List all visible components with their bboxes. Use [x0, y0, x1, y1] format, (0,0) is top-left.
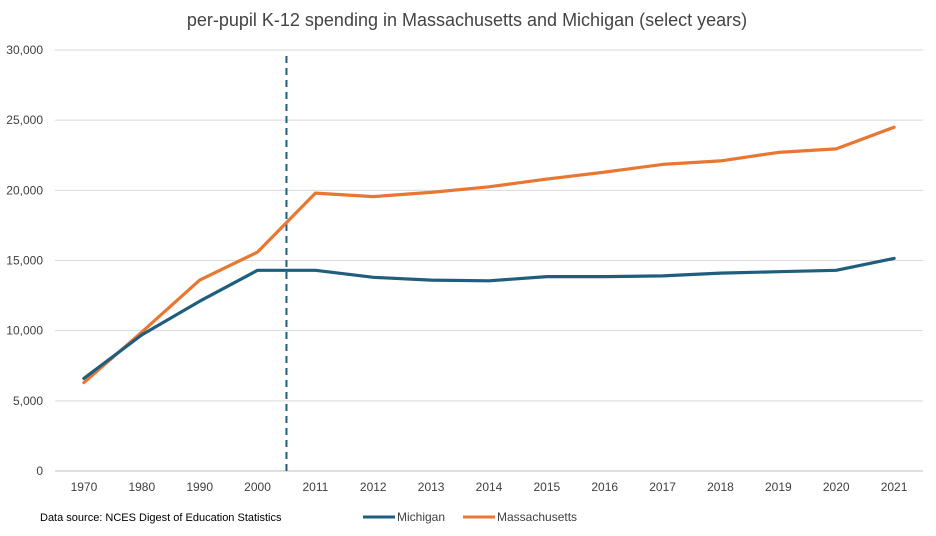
x-tick-label: 2011 — [302, 480, 328, 494]
x-tick-label: 2014 — [476, 480, 503, 494]
legend-label-massachusetts: Massachusetts — [497, 510, 577, 524]
x-tick-label: 2019 — [765, 480, 792, 494]
y-tick-label: 30,000 — [6, 43, 43, 57]
series-line-michigan — [82, 256, 896, 380]
legend-label-michigan: Michigan — [397, 510, 445, 524]
y-axis-ticks: 0 5,000 10,000 15,000 20,000 25,000 30,000 — [6, 43, 43, 478]
series-lines — [82, 125, 896, 385]
y-tick-label: 0 — [36, 464, 43, 478]
x-tick-label: 2018 — [707, 480, 734, 494]
x-tick-label: 2013 — [418, 480, 445, 494]
chart-title: per-pupil K-12 spending in Massachusetts… — [187, 10, 747, 30]
y-tick-label: 5,000 — [13, 394, 43, 408]
y-tick-label: 15,000 — [6, 254, 43, 268]
y-tick-label: 25,000 — [6, 113, 43, 127]
x-tick-label: 2012 — [360, 480, 387, 494]
gridlines — [55, 49, 923, 472]
x-tick-label: 2000 — [244, 480, 271, 494]
x-tick-label: 2016 — [591, 480, 618, 494]
x-tick-label: 2021 — [881, 480, 908, 494]
x-tick-label: 2015 — [534, 480, 561, 494]
x-tick-label: 1970 — [71, 480, 98, 494]
y-tick-label: 20,000 — [6, 183, 43, 197]
x-tick-label: 1990 — [186, 480, 213, 494]
x-tick-label: 1980 — [128, 480, 155, 494]
x-tick-label: 2017 — [649, 480, 676, 494]
source-note: Data source: NCES Digest of Education St… — [40, 512, 282, 524]
series-line-massachusetts — [82, 125, 896, 385]
legend: Michigan Massachusetts — [363, 510, 577, 524]
y-tick-label: 10,000 — [6, 324, 43, 338]
x-axis-ticks: 1970 1980 1990 2000 2011 2012 2013 2014 2015 2016… — [71, 480, 908, 494]
x-tick-label: 2020 — [823, 480, 850, 494]
